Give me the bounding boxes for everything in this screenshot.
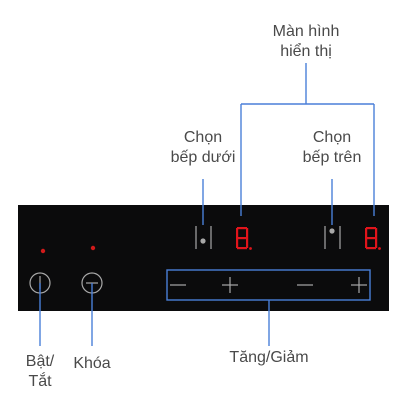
- upper-burner-select-icon[interactable]: [324, 226, 341, 249]
- digit-segment-e: [236, 238, 239, 248]
- digit-segment-b: [375, 228, 378, 238]
- digit-decimal-point: [249, 247, 252, 250]
- digit-segment-f: [236, 228, 239, 238]
- plus-button-2[interactable]: [351, 277, 367, 293]
- power-label: Bật/ Tắt: [25, 353, 55, 390]
- lower-burner-display: [236, 227, 252, 250]
- digit-segment-e: [365, 238, 368, 248]
- digit-segment-a: [237, 227, 247, 230]
- plus-button-1[interactable]: [222, 277, 238, 293]
- lower-burner-select-icon[interactable]: [195, 226, 212, 249]
- digit-segment-c: [246, 238, 249, 248]
- lower-burner-label: Chọn bếp dưới: [170, 129, 236, 166]
- digit-segment-d: [366, 247, 376, 250]
- upper-burner-label: Chọn bếp trên: [302, 129, 362, 166]
- upper-burner-display: [365, 227, 381, 250]
- digit-segment-f: [365, 228, 368, 238]
- digit-segment-c: [375, 238, 378, 248]
- digit-segment-g: [237, 237, 247, 240]
- power-indicator-dot: [40, 248, 46, 254]
- lock-label: Khóa: [73, 355, 111, 372]
- lock-indicator-dot: [90, 245, 96, 251]
- digit-decimal-point: [378, 247, 381, 250]
- digit-segment-g: [366, 237, 376, 240]
- adjust-label: Tăng/Giảm: [229, 349, 309, 366]
- display-label: Màn hình hiển thị: [272, 23, 340, 60]
- callout-lines: [39, 63, 375, 346]
- digit-segment-b: [246, 228, 249, 238]
- digit-segment-d: [237, 247, 247, 250]
- digit-segment-a: [366, 227, 376, 230]
